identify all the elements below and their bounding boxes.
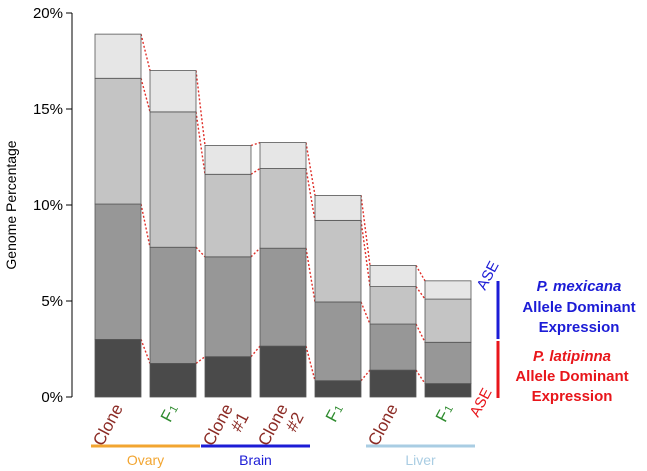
mexicana-species-label: P. mexicana	[537, 278, 622, 295]
connector-line	[140, 78, 151, 113]
svg-text:F1: F1	[157, 401, 182, 425]
bar-segment-1-2	[94, 203, 142, 340]
connector-line	[305, 248, 316, 303]
latipinna-species-label: P. latipinna	[533, 348, 611, 365]
bar-segment-3-4	[204, 145, 252, 175]
group-label-3: Liver	[405, 452, 436, 468]
y-tick-label: 15%	[33, 101, 63, 118]
y-tick-label: 20%	[33, 5, 63, 22]
connector-line	[415, 265, 426, 282]
bar-segment-4-1	[259, 345, 307, 398]
connector-line	[195, 356, 206, 364]
bar-segment-3-1	[204, 356, 252, 398]
mexicana-line1: Allele Dominant	[522, 299, 635, 316]
category-label-2: F1	[157, 401, 182, 425]
y-axis-title: Genome Percentage	[3, 140, 19, 269]
connector-line	[360, 220, 371, 287]
connector-lines	[140, 33, 426, 384]
connector-line	[140, 33, 151, 71]
bar-segment-6-1	[369, 369, 417, 398]
ase-annotations: ASE ASE P. mexicana Allele Dominant Expr…	[467, 258, 636, 419]
connector-line	[250, 167, 261, 175]
connector-line	[415, 286, 426, 300]
bar-segment-7-3	[424, 298, 472, 343]
latipinna-line1: Allele Dominant	[515, 368, 628, 385]
bar-segment-2-1	[149, 362, 197, 398]
bar-segment-3-3	[204, 173, 252, 258]
category-label-5: F1	[322, 401, 347, 425]
connector-line	[360, 369, 371, 382]
connector-line	[250, 345, 261, 358]
connector-line	[360, 195, 371, 266]
bar-segment-7-4	[424, 280, 472, 300]
bar-segment-5-3	[314, 219, 362, 303]
group-label-1: Ovary	[127, 452, 164, 468]
connector-line	[195, 70, 206, 146]
bar-segment-6-3	[369, 286, 417, 325]
tissue-groups: Ovary Brain Liver	[91, 444, 475, 468]
bar-segment-7-1	[424, 383, 472, 398]
bar-segment-5-1	[314, 380, 362, 398]
bar-segment-6-4	[369, 265, 417, 288]
connector-line	[305, 168, 316, 221]
bar-segment-1-4	[94, 33, 142, 79]
bar-segment-3-2	[204, 256, 252, 358]
svg-text:F1: F1	[322, 401, 347, 425]
svg-text:Clone: Clone	[364, 401, 402, 449]
bar-segment-4-2	[259, 247, 307, 347]
bar-segment-4-4	[259, 142, 307, 169]
category-labels: Clone F1 Clone#1 Clone#2 F1 Clone F1	[89, 401, 457, 449]
bar-segment-5-4	[314, 194, 362, 221]
connector-line	[360, 301, 371, 325]
y-tick-label: 10%	[33, 197, 63, 214]
mexicana-line2: Expression	[539, 319, 620, 336]
y-tick-label: 0%	[41, 389, 63, 406]
group-label-2: Brain	[239, 452, 272, 468]
category-label-7: F1	[432, 401, 457, 425]
connector-line	[305, 142, 316, 196]
category-label-1: Clone	[89, 401, 127, 449]
category-label-6: Clone	[364, 401, 402, 449]
connector-line	[415, 369, 426, 384]
bar-segment-7-2	[424, 341, 472, 384]
connector-line	[305, 345, 316, 381]
connector-line	[250, 247, 261, 258]
connector-line	[195, 111, 206, 175]
bar-segment-6-2	[369, 323, 417, 371]
bar-segment-1-3	[94, 77, 142, 205]
bar-stacks	[94, 33, 472, 398]
connector-line	[140, 203, 151, 248]
bar-segment-1-1	[94, 338, 142, 398]
connector-line	[195, 246, 206, 258]
connector-line	[140, 339, 151, 364]
bar-segment-5-2	[314, 301, 362, 382]
bar-segment-2-3	[149, 111, 197, 248]
svg-text:F1: F1	[432, 401, 457, 425]
y-tick-label: 5%	[41, 293, 63, 310]
bar-segment-4-3	[259, 168, 307, 249]
category-label-4: Clone#2	[254, 401, 308, 449]
bar-segment-2-2	[149, 246, 197, 364]
y-axis: 0% 5% 10% 15% 20% Genome Percentage	[3, 5, 73, 406]
connector-line	[250, 141, 261, 147]
category-label-3: Clone#1	[199, 401, 253, 449]
latipinna-line2: Expression	[532, 388, 613, 405]
connector-line	[415, 323, 426, 343]
bar-segment-2-4	[149, 70, 197, 113]
svg-text:Clone: Clone	[89, 401, 127, 449]
